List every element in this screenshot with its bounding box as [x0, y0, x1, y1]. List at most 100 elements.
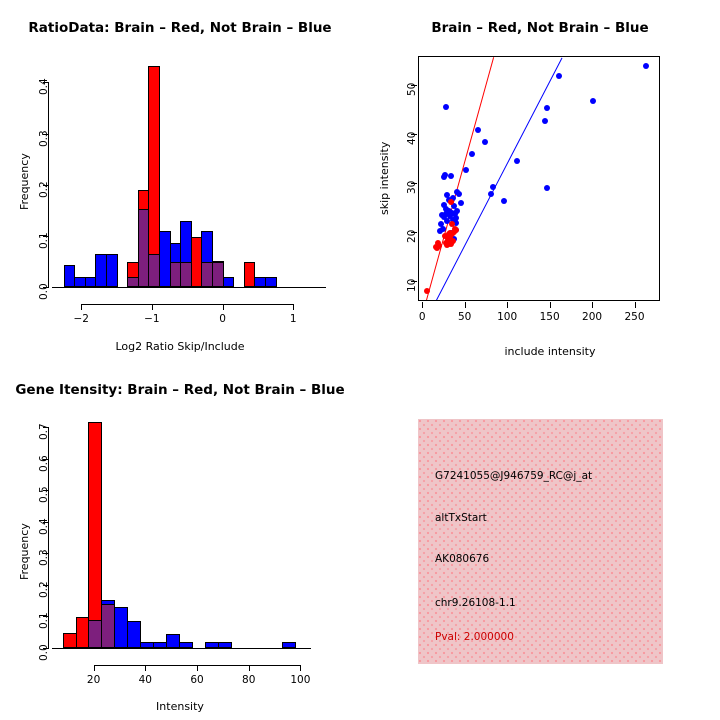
gene-bar-notbrain: [127, 620, 142, 648]
scatter-point-notbrain: [544, 185, 551, 192]
panel-scatter-title: Brain – Red, Not Brain – Blue: [431, 20, 649, 36]
info-probe-id: G7241055@J946759_RC@j_at: [435, 470, 593, 482]
gene-y-axis: [48, 427, 49, 649]
gene-info-panel: G7241055@J946759_RC@j_at altTxStart AK08…: [418, 419, 663, 664]
scatter-point-notbrain: [438, 211, 445, 218]
gene-y-tick-label: 0.7: [38, 423, 50, 441]
scatter-y-tick: [411, 134, 417, 136]
scatter-point-notbrain: [469, 151, 476, 158]
panel-scatter-xlabel: include intensity: [504, 345, 596, 358]
scatter-fit-line-notbrain-fit: [435, 57, 563, 300]
info-locus: chr9.26108-1.1: [435, 597, 516, 609]
ratio-bar-notbrain: [63, 264, 76, 287]
scatter-y-tick: [411, 183, 417, 185]
ratio-x-axis: [81, 304, 294, 305]
scatter-x-tick-label: 100: [497, 311, 518, 323]
scatter-point-notbrain: [439, 225, 446, 232]
info-accession: AK080676: [435, 553, 490, 565]
gene-x-tick-label: 40: [138, 674, 152, 686]
gene-y-tick-label: 0.0: [38, 644, 50, 661]
gene-baseline: [52, 648, 311, 649]
scatter-plot-frame: [418, 56, 660, 301]
ratio-y-tick-label: 0.2: [38, 181, 50, 198]
scatter-point-brain: [448, 241, 455, 248]
ratio-bar-overlap: [211, 262, 224, 287]
scatter-point-brain: [435, 243, 442, 250]
scatter-point-brain: [447, 234, 454, 241]
gene-x-tick: [197, 665, 198, 671]
ratio-x-tick: [151, 304, 153, 310]
scatter-point-brain: [452, 227, 459, 234]
scatter-x-tick-label: 200: [582, 311, 603, 323]
gene-y-tick: [43, 427, 49, 429]
scatter-point-notbrain: [454, 189, 461, 196]
gene-x-tick-label: 80: [242, 674, 256, 686]
scatter-point-notbrain: [482, 139, 489, 146]
gene-y-tick: [43, 553, 49, 555]
ratio-y-tick: [43, 235, 49, 237]
scatter-point-notbrain: [449, 216, 456, 223]
scatter-point-notbrain: [453, 214, 460, 221]
scatter-point-notbrain: [443, 104, 450, 111]
scatter-point-notbrain: [450, 203, 457, 210]
gene-x-tick-label: 20: [86, 674, 101, 686]
gene-bar-notbrain: [153, 642, 167, 648]
scatter-point-brain: [423, 288, 430, 295]
panel-scatter: Brain – Red, Not Brain – Blue skip inten…: [360, 0, 720, 360]
gene-bar-brain: [62, 632, 77, 648]
gene-bar-brain: [88, 422, 103, 648]
ratio-bar-brain: [243, 262, 256, 287]
scatter-point-notbrain: [444, 192, 451, 199]
gene-bar-notbrain: [217, 642, 232, 648]
scatter-point-notbrain: [437, 227, 444, 234]
scatter-x-tick: [549, 302, 551, 308]
scatter-point-notbrain: [541, 118, 548, 125]
gene-y-tick: [43, 584, 49, 586]
ratio-y-tick-label: 0.1: [38, 232, 50, 249]
scatter-fit-line-brain-fit: [425, 57, 494, 300]
gene-y-tick-label: 0.5: [38, 486, 50, 504]
scatter-y-tick: [411, 281, 417, 283]
gene-bar-brain: [75, 617, 90, 648]
scatter-point-notbrain: [544, 104, 551, 111]
scatter-x-tick-label: 50: [458, 311, 472, 323]
gene-bar-notbrain: [178, 642, 193, 648]
gene-y-tick: [43, 521, 49, 523]
gene-bar-notbrain: [204, 642, 219, 648]
scatter-y-tick-label: 20: [406, 230, 418, 244]
panel-ratio-plotarea: 0.0 0.1 0.2 0.3 0.4 −2 −1 0 1: [0, 0, 360, 360]
gene-x-tick-label: 60: [190, 674, 204, 686]
scatter-point-notbrain: [444, 218, 451, 225]
gene-bar-overlap: [101, 603, 116, 648]
scatter-point-notbrain: [448, 172, 455, 179]
ratio-x-tick-label: −2: [73, 313, 89, 325]
scatter-point-notbrain: [642, 62, 649, 69]
gene-x-tick: [300, 665, 302, 671]
scatter-y-tick: [411, 232, 417, 234]
scatter-x-tick-label: 250: [624, 311, 645, 323]
panel-ratio-histogram: RatioData: Brain – Red, Not Brain – Blue…: [0, 0, 360, 360]
gene-y-tick: [43, 648, 49, 649]
panel-ratio-xlabel: Log2 Ratio Skip/Include: [115, 340, 245, 353]
gene-y-tick-label: 0.6: [38, 455, 50, 472]
ratio-y-tick-label: 0.3: [38, 129, 50, 147]
ratio-y-tick-label: 0.4: [38, 78, 50, 96]
gene-y-tick-label: 0.1: [38, 612, 50, 630]
ratio-x-tick: [81, 304, 83, 310]
gene-bar-notbrain: [140, 642, 155, 648]
scatter-point-brain: [448, 199, 455, 206]
scatter-x-tick: [634, 302, 636, 308]
ratio-bar-notbrain: [105, 253, 118, 287]
gene-y-tick: [43, 616, 49, 618]
panel-gene-title: Gene Itensity: Brain – Red, Not Brain – …: [15, 382, 345, 398]
gene-x-tick: [145, 665, 147, 671]
ratio-y-tick-label: 0.0: [38, 283, 50, 300]
gene-bar-notbrain: [114, 607, 129, 648]
scatter-x-tick: [464, 302, 466, 308]
ratio-y-tick: [43, 287, 49, 288]
scatter-point-notbrain: [500, 197, 507, 204]
scatter-x-tick: [592, 302, 594, 308]
scatter-point-brain: [449, 237, 456, 244]
scatter-point-notbrain: [462, 167, 469, 174]
